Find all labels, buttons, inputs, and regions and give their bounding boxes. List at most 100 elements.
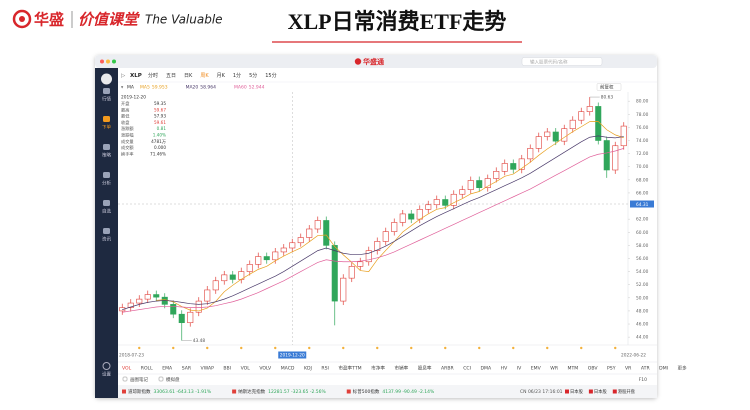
indicator-tab[interactable]: 市销率: [394, 365, 408, 372]
candle-body: [323, 220, 330, 246]
y-tick-label: 60.00: [636, 230, 649, 236]
ticker-name: 标普500指数: [353, 388, 380, 395]
sidebar-icon[interactable]: [103, 144, 110, 150]
sidebar-label[interactable]: 下单: [102, 124, 111, 131]
indicator-tab[interactable]: RSI: [321, 366, 328, 372]
indicator-tab[interactable]: ARBR: [441, 366, 454, 372]
event-marker[interactable]: [546, 346, 549, 350]
market-badges: 日本股 日本股 港股开盘: [565, 388, 636, 395]
badge-label: 日本股: [570, 388, 584, 395]
indicator-tab[interactable]: WR: [550, 366, 559, 372]
sidebar-icon[interactable]: [103, 88, 110, 94]
indicator-tab[interactable]: VR: [625, 366, 632, 372]
period-tab[interactable]: 五日: [166, 73, 176, 79]
tool-label[interactable]: 画图笔记: [130, 376, 148, 383]
search-box[interactable]: [521, 57, 603, 66]
sidebar-icon[interactable]: [103, 172, 110, 178]
indicator-tab[interactable]: CCI: [463, 366, 471, 372]
settings-icon[interactable]: [102, 362, 111, 370]
tool-icon[interactable]: [158, 376, 164, 382]
indicator-tab[interactable]: MTM: [568, 366, 579, 372]
adjust-label[interactable]: 前复权: [600, 84, 614, 91]
event-marker[interactable]: [444, 346, 447, 350]
indicator-tab[interactable]: VOL: [241, 366, 251, 372]
period-tab[interactable]: 1分: [233, 72, 241, 79]
indicator-tab[interactable]: 股息率: [418, 365, 432, 372]
indicator-tab[interactable]: DMA: [481, 366, 493, 372]
period-tab[interactable]: 分时: [148, 72, 158, 79]
candle-body: [544, 131, 551, 137]
indicator-tab[interactable]: HV: [501, 366, 508, 372]
info-value: 59.67: [154, 107, 166, 112]
event-marker[interactable]: [308, 346, 311, 350]
event-marker[interactable]: [376, 346, 379, 350]
event-marker[interactable]: [512, 346, 515, 350]
indicator-tab[interactable]: 更多: [678, 365, 688, 372]
indicator-tab[interactable]: ROLL: [141, 366, 153, 372]
event-marker[interactable]: [342, 346, 345, 350]
period-tab[interactable]: 周K: [200, 73, 209, 79]
sidebar-label[interactable]: 策略: [102, 152, 111, 159]
sidebar-label[interactable]: 资讯: [102, 236, 111, 243]
event-marker[interactable]: [274, 346, 277, 350]
period-tab[interactable]: 日K: [184, 73, 193, 79]
y-tick-label: 58.00: [636, 243, 649, 249]
event-marker[interactable]: [206, 346, 209, 350]
sidebar-label[interactable]: 分析: [102, 180, 111, 187]
indicator-tab[interactable]: KDJ: [304, 366, 312, 372]
sidebar-icon[interactable]: [103, 228, 110, 234]
tool-label[interactable]: 模拟盘: [166, 376, 180, 383]
indicator-tab[interactable]: MACD: [281, 366, 295, 372]
avatar[interactable]: [101, 73, 112, 85]
event-marker[interactable]: [172, 346, 175, 350]
sidebar-label[interactable]: 行情: [102, 96, 111, 103]
period-tab[interactable]: 月K: [217, 73, 226, 79]
indicator-tab[interactable]: 市盈率TTM: [338, 365, 361, 372]
indicator-tab[interactable]: SAR: [182, 366, 192, 372]
info-key: 成交量: [121, 138, 134, 145]
indicator-tab[interactable]: DMI: [659, 366, 668, 372]
window-button[interactable]: [100, 59, 104, 64]
page-indicator[interactable]: F10: [639, 377, 647, 383]
ticker-strip: [118, 385, 657, 398]
sidebar-label[interactable]: 自选: [102, 208, 111, 215]
indicator-tab[interactable]: OBV: [588, 366, 599, 372]
event-marker[interactable]: [580, 346, 583, 350]
info-value: 59.61: [154, 120, 166, 125]
indicator-tab[interactable]: PSY: [607, 366, 616, 372]
settings-label[interactable]: 设置: [102, 371, 111, 378]
indicator-tab[interactable]: BBI: [223, 366, 231, 372]
indicator-tab[interactable]: EMA: [162, 366, 173, 372]
indicator-tab[interactable]: VOLV: [259, 366, 272, 372]
candle-body: [374, 241, 381, 251]
sidebar-icon[interactable]: [103, 200, 110, 206]
event-marker[interactable]: [614, 346, 617, 350]
indicator-tab[interactable]: VWAP: [201, 366, 215, 372]
ma-label[interactable]: MA: [127, 85, 135, 91]
info-key: 最高: [121, 106, 129, 113]
window-button[interactable]: [106, 59, 110, 64]
tool-icon[interactable]: [122, 376, 128, 382]
candle-body: [586, 106, 593, 112]
ticker-quote: 33063.61 -643.13 -1.91%: [154, 389, 212, 395]
window-button[interactable]: [112, 59, 116, 64]
event-marker[interactable]: [410, 346, 413, 350]
period-tab[interactable]: 15分: [265, 72, 276, 79]
sidebar-icon[interactable]: [103, 116, 110, 122]
event-marker[interactable]: [138, 346, 141, 350]
indicator-tab[interactable]: IV: [517, 366, 522, 372]
period-tab[interactable]: 5分: [249, 72, 257, 79]
legend-name: MA20: [186, 85, 199, 91]
indicator-tab[interactable]: ATR: [641, 366, 651, 372]
indicator-tab[interactable]: VOL: [122, 366, 132, 372]
ma-toggle[interactable]: ▾: [121, 86, 124, 91]
adjust-dropdown[interactable]: [596, 83, 622, 91]
indicator-tab[interactable]: 市净率: [371, 365, 385, 372]
search-placeholder[interactable]: 输入股票代码/名称: [530, 58, 568, 65]
event-marker[interactable]: [240, 346, 243, 350]
collapse-icon[interactable]: ▷: [121, 73, 126, 79]
event-marker[interactable]: [478, 346, 481, 350]
indicator-tab[interactable]: EMV: [531, 366, 542, 372]
candle-body: [484, 178, 491, 188]
ma-legend: ▾ MA MA5 59.953 MA20 58.964 MA60 52.944: [121, 85, 265, 91]
